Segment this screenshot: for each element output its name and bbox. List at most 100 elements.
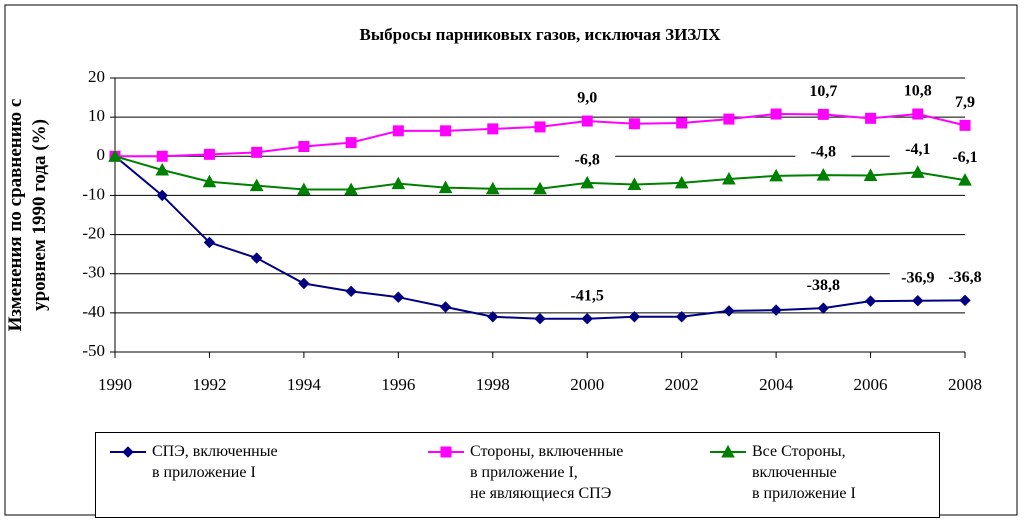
data-point [865, 112, 877, 124]
data-point [959, 119, 971, 131]
data-label-bg [889, 81, 946, 104]
data-point [769, 168, 783, 182]
data-point [864, 295, 877, 307]
data-point [203, 148, 215, 160]
data-label: -6,8 [575, 152, 600, 169]
x-tick-label: 1996 [381, 375, 415, 394]
legend-item: Стороны, включенные в приложение I, не я… [426, 441, 623, 504]
x-tick-label: 1998 [476, 375, 510, 394]
y-tick-label: 0 [97, 145, 106, 164]
data-label: -38,8 [807, 277, 840, 294]
data-point [627, 177, 642, 190]
data-point [628, 118, 640, 130]
y-tick-label: 20 [88, 67, 105, 86]
data-point [203, 236, 216, 249]
data-point [249, 178, 264, 192]
data-point [816, 168, 831, 181]
data-label: -4,8 [811, 144, 836, 161]
legend-marker [440, 446, 452, 458]
x-tick-label: 1990 [98, 375, 132, 394]
x-tick-label: 2008 [948, 375, 982, 394]
legend-item: Все Стороны, включенные в приложение I [708, 441, 856, 504]
x-tick-label: 2000 [570, 375, 604, 394]
data-point [438, 180, 453, 194]
data-label-bg [795, 81, 852, 104]
data-point [863, 168, 878, 181]
y-tick-label: 10 [88, 106, 105, 125]
data-label: 7,9 [955, 94, 975, 111]
data-point [676, 117, 688, 129]
data-point [817, 108, 829, 120]
x-tick-label: 1994 [287, 375, 322, 394]
data-point [675, 311, 688, 323]
data-label: -36,8 [948, 269, 981, 286]
data-point [250, 252, 263, 264]
data-point [958, 173, 972, 186]
data-label-bg [559, 149, 616, 172]
data-point [297, 182, 311, 196]
y-tick-label: -30 [82, 263, 105, 282]
data-point [723, 305, 735, 317]
y-tick-label: -10 [82, 184, 105, 203]
data-point [581, 115, 593, 127]
data-label-bg [889, 139, 946, 162]
legend-swatch [110, 446, 146, 458]
data-label-bg [795, 142, 852, 165]
data-label-bg [889, 267, 946, 290]
data-point [439, 301, 452, 313]
data-point [156, 189, 168, 202]
data-point [345, 285, 357, 298]
data-label: -6,1 [952, 149, 977, 166]
legend-marker [122, 446, 134, 458]
data-label-bg [937, 147, 993, 170]
data-label: 10,7 [809, 83, 837, 100]
data-label-bg [937, 267, 993, 290]
data-point [485, 181, 500, 195]
legend-swatch [428, 446, 464, 458]
data-point [770, 108, 782, 120]
data-point [108, 149, 122, 162]
data-point [391, 176, 406, 190]
y-tick-label: -50 [82, 341, 105, 360]
x-tick-label: 1992 [192, 375, 226, 394]
data-point [392, 291, 405, 303]
data-label-bg [559, 285, 616, 308]
data-point [912, 295, 924, 307]
data-point [534, 313, 546, 325]
legend-label: СПЭ, включенные в приложение I [152, 443, 278, 481]
data-point [959, 294, 971, 307]
data-label-bg [795, 275, 852, 298]
data-point [202, 174, 217, 188]
data-point [487, 311, 499, 323]
data-label: -36,9 [901, 269, 934, 286]
legend-item: СПЭ, включенные в приложение I [108, 441, 278, 483]
chart-title: Выбросы парниковых газов, исключая ЗИЗЛХ [360, 25, 722, 44]
legend-label: Стороны, включенные в приложение I, не я… [470, 443, 624, 502]
data-point [251, 146, 263, 158]
data-point [298, 141, 310, 152]
data-point [344, 182, 358, 196]
data-label-bg [559, 88, 616, 111]
data-point [580, 175, 595, 189]
data-point [440, 125, 452, 137]
legend-swatch [710, 445, 746, 458]
data-label: -4,1 [905, 141, 930, 158]
x-tick-label: 2004 [759, 375, 794, 394]
data-point [770, 304, 782, 316]
data-point [345, 137, 357, 149]
data-label-bg [937, 92, 993, 115]
y-tick-label: -20 [82, 223, 105, 242]
data-point [392, 125, 404, 137]
legend-marker [721, 445, 735, 458]
data-point [817, 302, 830, 314]
data-point [723, 113, 735, 125]
data-point [581, 313, 593, 325]
data-point [298, 277, 310, 290]
y-axis-label: Изменения по сравнению с уровнем 1990 го… [5, 98, 50, 332]
data-label: 9,0 [577, 90, 597, 107]
data-point [674, 175, 689, 189]
data-point [156, 150, 168, 162]
data-point [722, 171, 736, 185]
